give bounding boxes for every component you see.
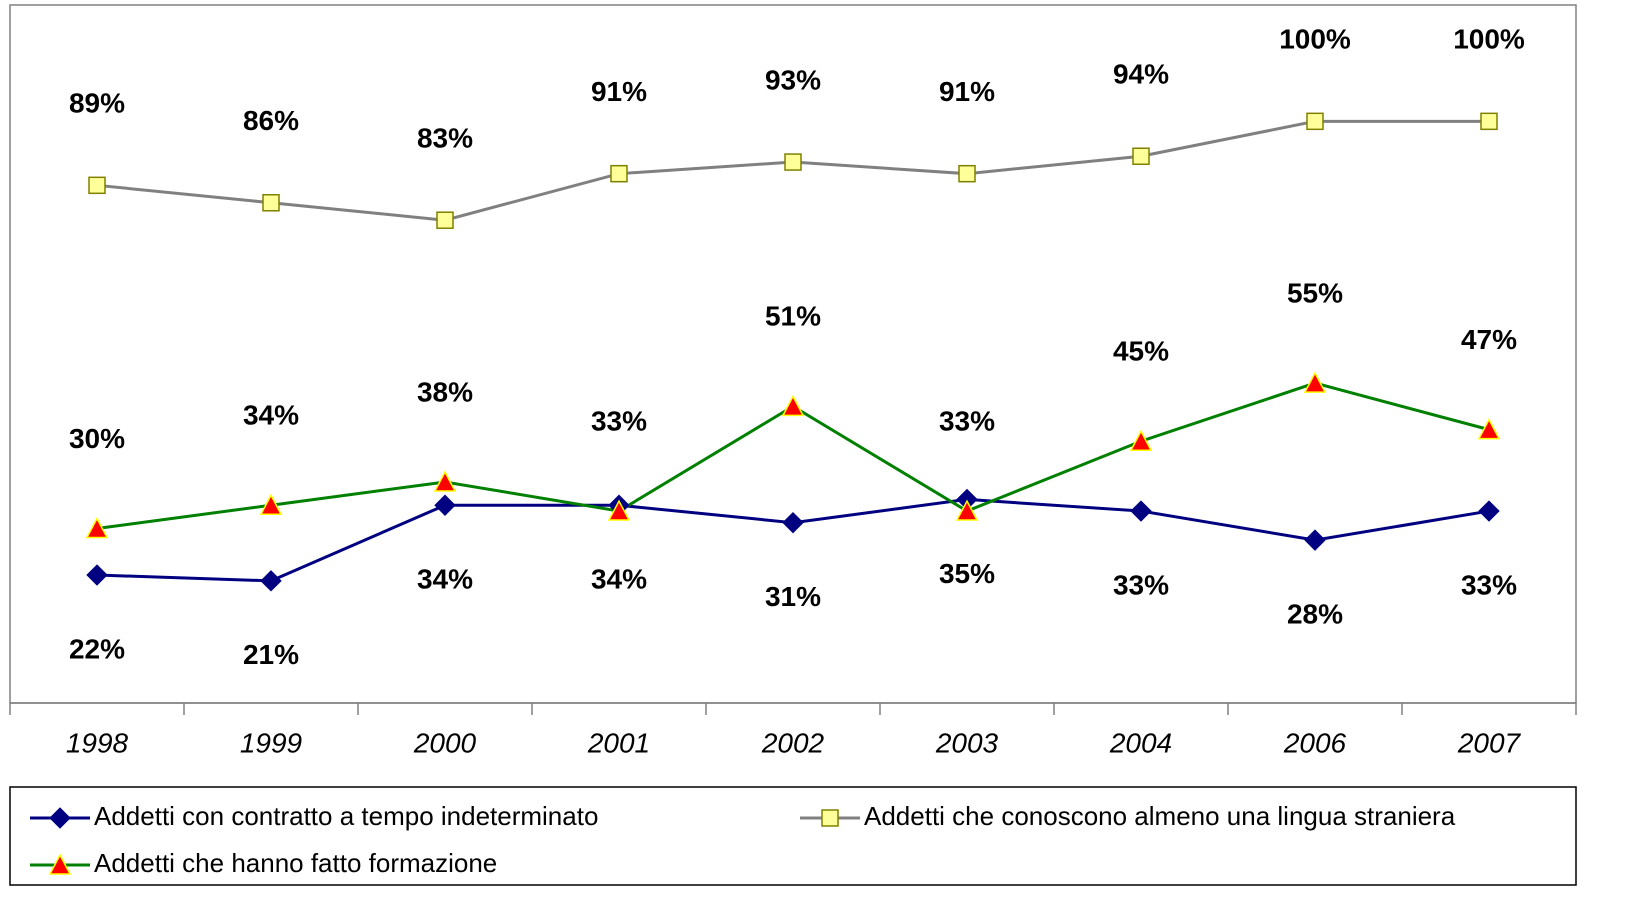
data-point [434, 494, 456, 516]
data-point [610, 164, 628, 183]
data-point [260, 570, 282, 592]
x-tick-label: 2006 [1283, 727, 1347, 758]
x-tick-label: 1999 [240, 727, 302, 758]
x-tick-label: 2001 [587, 727, 650, 758]
data-point [781, 394, 805, 417]
data-point [1132, 147, 1150, 165]
data-point [1303, 371, 1327, 393]
data-point [1304, 529, 1326, 551]
data-point [784, 153, 802, 171]
data-label: 100% [1453, 24, 1525, 55]
x-tick-label: 2007 [1457, 727, 1522, 758]
x-tick-label: 1998 [66, 727, 129, 758]
x-tick-label: 2003 [935, 727, 999, 758]
data-label: 89% [69, 88, 125, 119]
data-label: 51% [765, 301, 821, 332]
data-label: 47% [1461, 324, 1517, 355]
data-label: 33% [591, 405, 647, 436]
data-label: 33% [939, 405, 995, 436]
data-label: 91% [939, 76, 995, 107]
data-point [1130, 500, 1152, 522]
data-point [1129, 429, 1153, 451]
data-label: 28% [1287, 599, 1343, 630]
legend-marker [48, 853, 72, 875]
legend-label: Addetti che conoscono almeno una lingua … [864, 801, 1456, 831]
data-label: 86% [243, 105, 299, 136]
legend-label: Addetti che hanno fatto formazione [94, 848, 497, 878]
data-label: 93% [765, 64, 821, 95]
data-label: 100% [1279, 24, 1351, 55]
data-label: 31% [765, 581, 821, 612]
x-tick-label: 2000 [413, 727, 477, 758]
data-point [958, 164, 976, 183]
data-label: 94% [1113, 59, 1169, 90]
data-point [782, 511, 804, 534]
legend-box [9, 786, 1577, 886]
data-point [436, 211, 454, 229]
data-label: 34% [417, 564, 473, 595]
data-label: 30% [69, 423, 125, 454]
series-line [96, 497, 1490, 583]
data-point [85, 516, 109, 539]
legend-marker [821, 809, 839, 827]
legend-marker [49, 807, 71, 829]
data-label: 45% [1113, 336, 1169, 367]
data-label: 34% [591, 564, 647, 595]
data-point [433, 470, 457, 492]
data-label: 83% [417, 123, 473, 154]
data-point [259, 493, 283, 515]
data-point [607, 499, 631, 521]
data-label: 22% [69, 633, 125, 664]
data-label: 21% [243, 639, 299, 670]
legend-label: Addetti con contratto a tempo indetermin… [94, 801, 598, 831]
data-label: 91% [591, 76, 647, 107]
data-point [1478, 500, 1500, 522]
x-tick-label: 2002 [761, 727, 825, 758]
data-point [262, 194, 280, 212]
data-label: 34% [243, 400, 299, 431]
data-point [1480, 112, 1498, 131]
data-point [1477, 418, 1501, 440]
data-label: 38% [417, 376, 473, 407]
data-point [88, 176, 106, 195]
data-label: 33% [1461, 569, 1517, 600]
data-label: 35% [939, 558, 995, 589]
data-point [1306, 112, 1324, 131]
data-label: 55% [1287, 277, 1343, 308]
data-point [86, 564, 108, 586]
x-tick-label: 2004 [1109, 727, 1172, 758]
data-point [955, 499, 979, 521]
data-label: 33% [1113, 569, 1169, 600]
